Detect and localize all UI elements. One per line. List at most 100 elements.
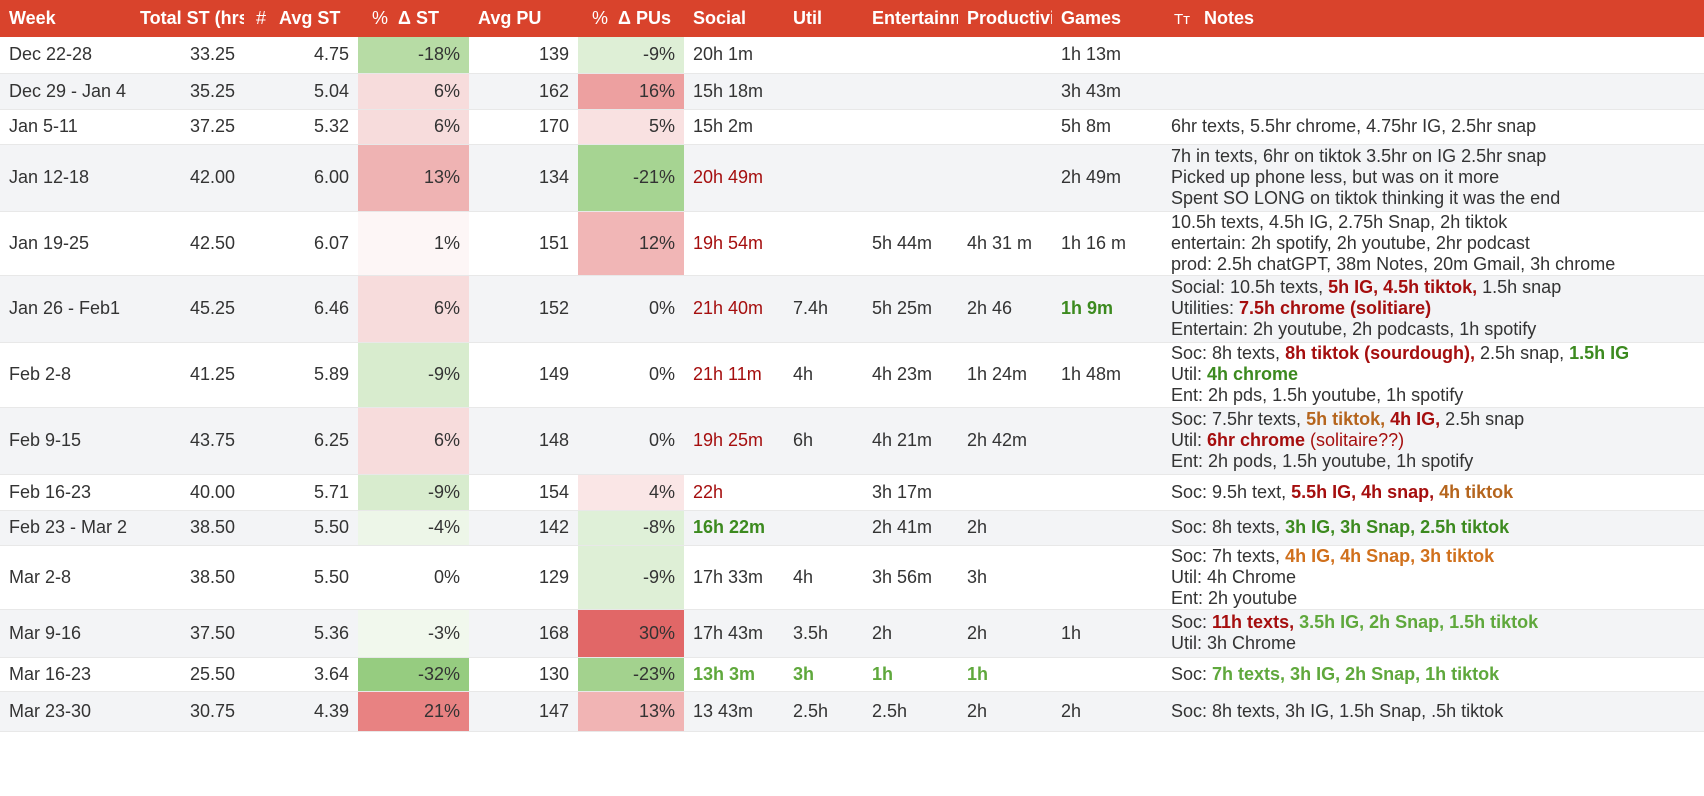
col-header-social[interactable]: Social [684, 0, 784, 37]
week-cell[interactable]: Feb 2-8 [0, 342, 131, 408]
total-st-cell[interactable]: 37.50 [131, 609, 244, 658]
col-header-entertainment[interactable]: Entertainm [863, 0, 958, 37]
delta-pus-cell[interactable]: 0% [578, 275, 684, 343]
entertainment-cell[interactable]: 5h 25m [863, 275, 958, 343]
avg-st-cell[interactable]: 5.50 [270, 510, 358, 546]
productivity-cell[interactable]: 1h 24m [958, 342, 1052, 408]
col-header-util[interactable]: Util [784, 0, 863, 37]
util-cell[interactable] [784, 109, 863, 145]
total-st-cell[interactable]: 40.00 [131, 474, 244, 511]
avg-pu-cell[interactable]: 168 [469, 609, 578, 658]
avg-pu-cell[interactable]: 170 [469, 109, 578, 145]
games-cell[interactable]: 1h 48m [1052, 342, 1162, 408]
col-header-games[interactable]: Games [1052, 0, 1162, 37]
entertainment-cell[interactable]: 4h 21m [863, 407, 958, 475]
total-st-cell[interactable]: 45.25 [131, 275, 244, 343]
entertainment-cell[interactable] [863, 144, 958, 212]
avg-pu-cell[interactable]: 142 [469, 510, 578, 546]
social-cell[interactable]: 20h 49m [684, 144, 784, 212]
util-cell[interactable] [784, 144, 863, 212]
delta-st-cell[interactable]: 13% [358, 144, 469, 212]
games-cell[interactable]: 1h [1052, 609, 1162, 658]
games-cell[interactable] [1052, 545, 1162, 610]
games-cell[interactable]: 1h 9m [1052, 275, 1162, 343]
delta-st-cell[interactable]: 1% [358, 211, 469, 276]
delta-pus-cell[interactable]: 5% [578, 109, 684, 145]
productivity-cell[interactable] [958, 144, 1052, 212]
avg-st-cell[interactable]: 5.71 [270, 474, 358, 511]
total-st-cell[interactable]: 35.25 [131, 73, 244, 110]
week-cell[interactable]: Feb 23 - Mar 2 [0, 510, 131, 546]
total-st-cell[interactable]: 38.50 [131, 545, 244, 610]
social-cell[interactable]: 15h 2m [684, 109, 784, 145]
avg-st-cell[interactable]: 5.32 [270, 109, 358, 145]
col-header-avg-st[interactable]: Avg ST [270, 0, 358, 37]
week-cell[interactable]: Jan 19-25 [0, 211, 131, 276]
delta-st-cell[interactable]: -9% [358, 474, 469, 511]
notes-cell[interactable] [1162, 73, 1704, 110]
notes-cell[interactable]: Soc: 7h texts, 4h IG, 4h Snap, 3h tiktok… [1162, 545, 1704, 610]
total-st-cell[interactable]: 25.50 [131, 657, 244, 692]
delta-st-cell[interactable]: 6% [358, 275, 469, 343]
entertainment-cell[interactable]: 1h [863, 657, 958, 692]
delta-pus-cell[interactable]: 16% [578, 73, 684, 110]
col-header-avg-pu[interactable]: Avg PU [469, 0, 578, 37]
delta-st-cell[interactable]: -32% [358, 657, 469, 692]
avg-pu-cell[interactable]: 139 [469, 37, 578, 74]
week-cell[interactable]: Feb 9-15 [0, 407, 131, 475]
delta-st-cell[interactable]: -18% [358, 37, 469, 74]
entertainment-cell[interactable]: 5h 44m [863, 211, 958, 276]
delta-pus-cell[interactable]: -9% [578, 545, 684, 610]
avg-st-cell[interactable]: 5.04 [270, 73, 358, 110]
avg-pu-cell[interactable]: 152 [469, 275, 578, 343]
productivity-cell[interactable]: 2h 46 [958, 275, 1052, 343]
notes-cell[interactable]: Soc: 8h texts, 8h tiktok (sourdough), 2.… [1162, 342, 1704, 408]
productivity-cell[interactable]: 2h [958, 510, 1052, 546]
util-cell[interactable] [784, 37, 863, 74]
util-cell[interactable]: 2.5h [784, 691, 863, 732]
total-st-cell[interactable]: 30.75 [131, 691, 244, 732]
notes-cell[interactable]: Soc: 7h texts, 3h IG, 2h Snap, 1h tiktok [1162, 657, 1704, 692]
productivity-cell[interactable]: 2h [958, 691, 1052, 732]
delta-st-cell[interactable]: -4% [358, 510, 469, 546]
total-st-cell[interactable]: 38.50 [131, 510, 244, 546]
delta-pus-cell[interactable]: 12% [578, 211, 684, 276]
productivity-cell[interactable]: 3h [958, 545, 1052, 610]
avg-pu-cell[interactable]: 149 [469, 342, 578, 408]
col-header-delta-pus[interactable]: % Δ PUs [578, 0, 684, 37]
entertainment-cell[interactable]: 2h 41m [863, 510, 958, 546]
avg-st-cell[interactable]: 5.50 [270, 545, 358, 610]
delta-pus-cell[interactable]: -23% [578, 657, 684, 692]
util-cell[interactable]: 4h [784, 545, 863, 610]
productivity-cell[interactable]: 4h 31 m [958, 211, 1052, 276]
util-cell[interactable] [784, 211, 863, 276]
delta-pus-cell[interactable]: 13% [578, 691, 684, 732]
avg-st-cell[interactable]: 6.07 [270, 211, 358, 276]
avg-pu-cell[interactable]: 148 [469, 407, 578, 475]
avg-pu-cell[interactable]: 134 [469, 144, 578, 212]
avg-st-cell[interactable]: 6.25 [270, 407, 358, 475]
delta-st-cell[interactable]: -3% [358, 609, 469, 658]
productivity-cell[interactable] [958, 109, 1052, 145]
notes-cell[interactable]: Soc: 8h texts, 3h IG, 3h Snap, 2.5h tikt… [1162, 510, 1704, 546]
week-cell[interactable]: Mar 23-30 [0, 691, 131, 732]
social-cell[interactable]: 17h 33m [684, 545, 784, 610]
avg-st-cell[interactable]: 3.64 [270, 657, 358, 692]
games-cell[interactable]: 5h 8m [1052, 109, 1162, 145]
entertainment-cell[interactable]: 3h 17m [863, 474, 958, 511]
delta-st-cell[interactable]: 6% [358, 109, 469, 145]
week-cell[interactable]: Dec 22-28 [0, 37, 131, 74]
notes-cell[interactable]: Soc: 9.5h text, 5.5h IG, 4h snap, 4h tik… [1162, 474, 1704, 511]
social-cell[interactable]: 15h 18m [684, 73, 784, 110]
entertainment-cell[interactable] [863, 109, 958, 145]
entertainment-cell[interactable] [863, 73, 958, 110]
avg-pu-cell[interactable]: 130 [469, 657, 578, 692]
total-st-cell[interactable]: 33.25 [131, 37, 244, 74]
social-cell[interactable]: 17h 43m [684, 609, 784, 658]
total-st-cell[interactable]: 43.75 [131, 407, 244, 475]
util-cell[interactable]: 7.4h [784, 275, 863, 343]
social-cell[interactable]: 19h 54m [684, 211, 784, 276]
avg-st-cell[interactable]: 5.89 [270, 342, 358, 408]
social-cell[interactable]: 21h 40m [684, 275, 784, 343]
avg-st-cell[interactable]: 6.46 [270, 275, 358, 343]
